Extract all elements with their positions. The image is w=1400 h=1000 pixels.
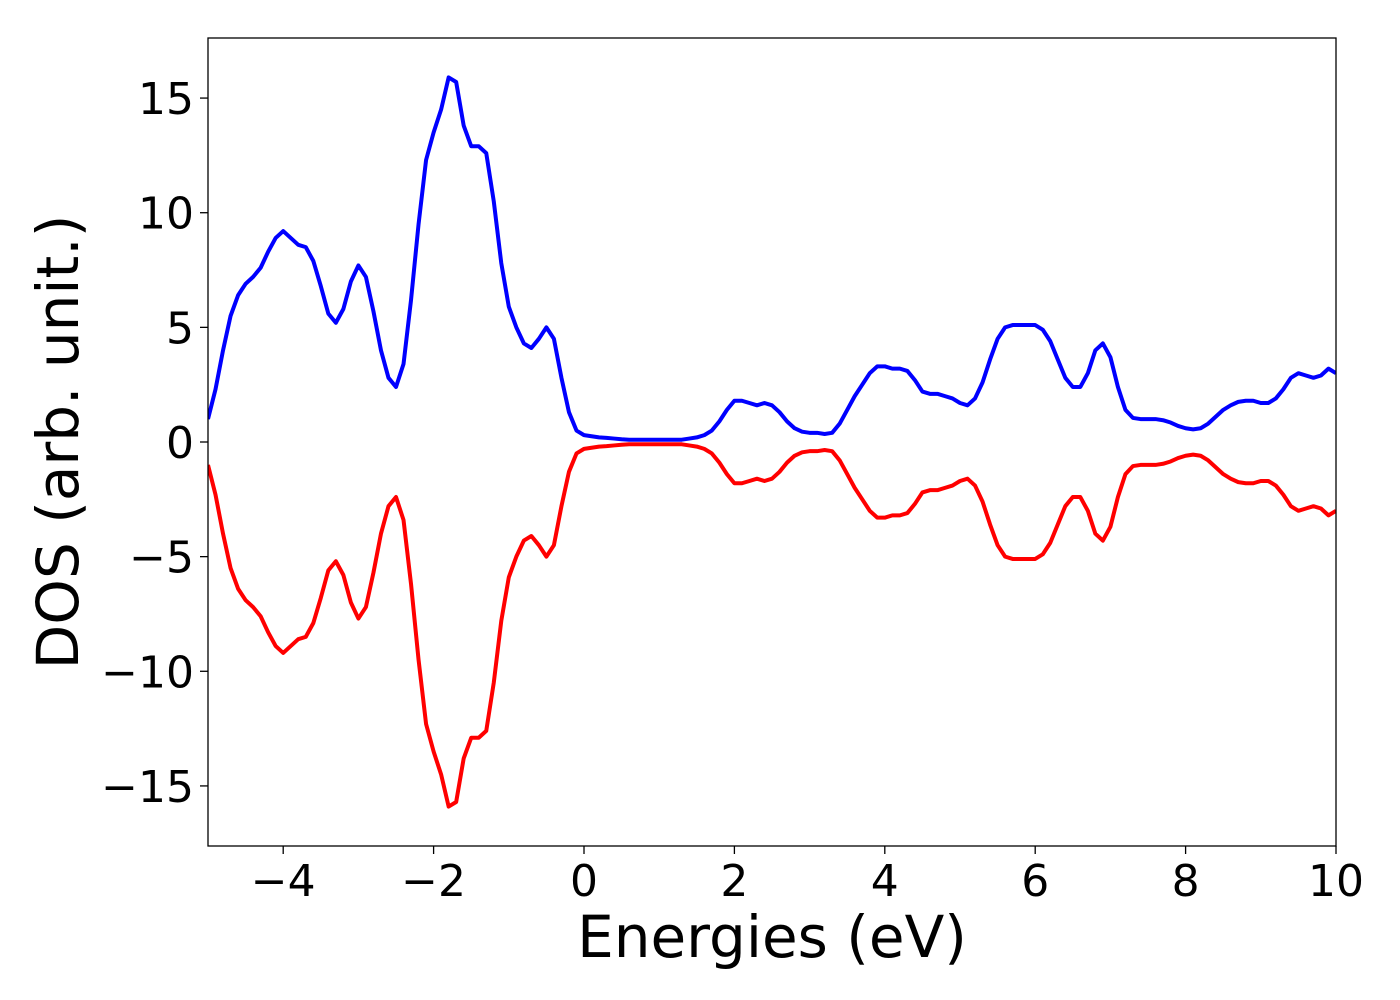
y-tick-label: −5	[129, 533, 194, 584]
x-tick-label: 6	[1021, 856, 1049, 907]
x-tick-label: 0	[570, 856, 598, 907]
y-tick-label: 10	[138, 189, 194, 240]
dos-line	[208, 75, 1336, 442]
x-tick-label: 2	[720, 856, 748, 907]
y-tick-label: 5	[166, 303, 194, 354]
y-tick-label: 15	[138, 74, 194, 125]
y-axis-label: DOS (arb. unit.)	[24, 215, 92, 670]
dos-line	[208, 442, 1336, 809]
x-tick-label: 10	[1308, 856, 1364, 907]
x-tick-label: −4	[251, 856, 316, 907]
x-tick-label: 8	[1172, 856, 1200, 907]
y-tick-label: 0	[166, 418, 194, 469]
x-axis-label: Energies (eV)	[577, 903, 967, 971]
x-tick-label: 4	[871, 856, 899, 907]
y-tick-label: −10	[101, 647, 194, 698]
x-tick-label: −2	[401, 856, 466, 907]
y-tick-label: −15	[101, 762, 194, 813]
plot-frame	[207, 37, 1337, 847]
